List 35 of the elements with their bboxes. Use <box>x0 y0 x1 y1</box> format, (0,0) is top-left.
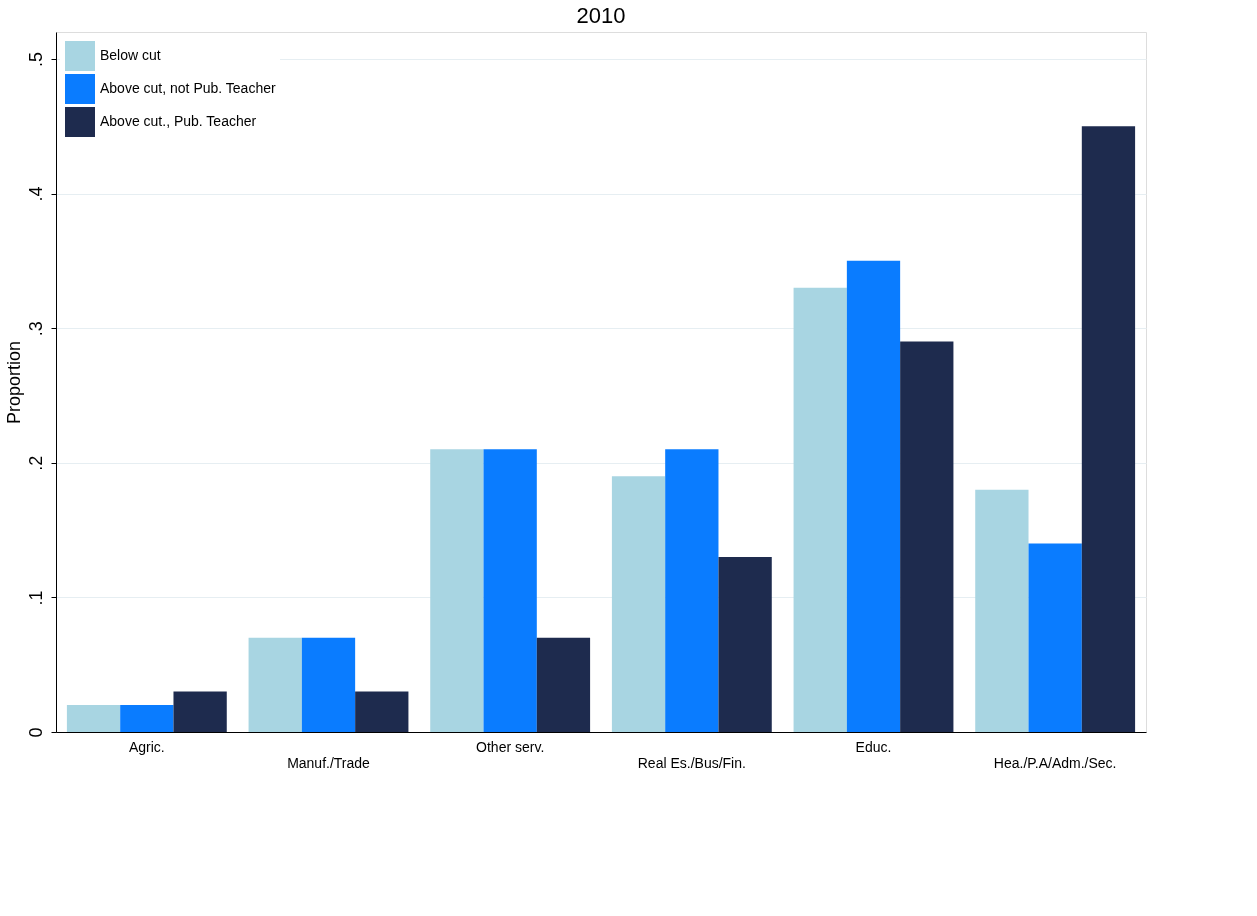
y-tick-label: .1 <box>25 590 46 606</box>
bar <box>975 489 1029 732</box>
bar <box>1081 126 1136 732</box>
bar <box>665 449 719 732</box>
bar <box>355 691 409 732</box>
bar <box>611 476 666 732</box>
bar <box>248 637 302 732</box>
bar <box>1028 543 1082 732</box>
y-axis-title: Proportion <box>3 340 24 425</box>
bar <box>718 557 772 732</box>
x-tick-label: Agric. <box>128 738 165 755</box>
x-tick-label: Other serv. <box>476 738 545 755</box>
x-tick-label: Hea./P.A/Adm./Sec. <box>993 754 1117 771</box>
bar <box>120 705 174 732</box>
bar <box>900 341 954 732</box>
chart-title: 2010 <box>576 3 626 28</box>
y-tick-label: .4 <box>25 186 46 202</box>
bar <box>846 260 901 732</box>
bar <box>793 287 847 732</box>
bar <box>430 449 484 732</box>
bar <box>66 705 121 732</box>
bar <box>536 637 591 732</box>
legend-label: Below cut <box>100 47 161 63</box>
legend-label: Above cut, not Pub. Teacher <box>100 80 276 96</box>
bar <box>173 691 227 732</box>
x-tick-label: Manuf./Trade <box>287 754 371 771</box>
legend-label: Above cut., Pub. Teacher <box>100 113 257 129</box>
y-tick-label: 0 <box>25 727 46 738</box>
x-tick-label: Educ. <box>855 738 892 755</box>
bar <box>301 637 356 732</box>
x-tick-label: Real Es./Bus/Fin. <box>637 754 746 771</box>
y-tick-label: .2 <box>25 455 46 471</box>
y-tick-label: .5 <box>25 51 46 67</box>
y-tick-label: .3 <box>25 321 46 337</box>
bar <box>483 449 537 732</box>
